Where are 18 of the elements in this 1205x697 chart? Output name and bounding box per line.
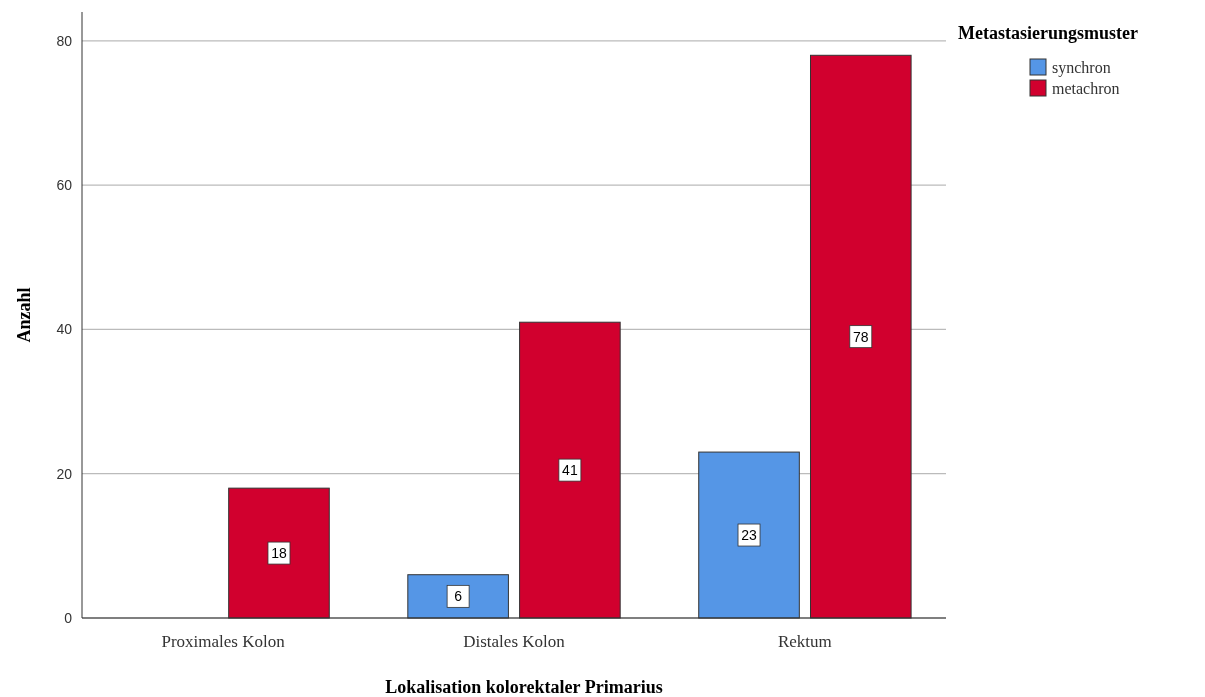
legend-label: synchron	[1052, 59, 1111, 77]
data-label: 18	[271, 545, 287, 562]
legend-title: Metastasierungsmuster	[958, 23, 1138, 43]
x-tick-label: Proximales Kolon	[161, 632, 286, 651]
data-label: 23	[741, 527, 758, 544]
y-tick-label: 20	[56, 465, 73, 482]
y-tick-label: 80	[56, 32, 73, 49]
data-label: 41	[562, 462, 578, 479]
y-axis-title: Anzahl	[14, 287, 34, 343]
y-tick-label: 0	[64, 610, 73, 626]
x-axis-title: Lokalisation kolorektaler Primarius	[385, 677, 663, 697]
data-label: 78	[853, 328, 869, 345]
y-tick-label: 60	[56, 177, 73, 194]
data-label: 6	[454, 588, 463, 605]
x-tick-label: Distales Kolon	[463, 632, 566, 651]
y-tick-label: 40	[56, 321, 73, 338]
x-tick-label: Rektum	[777, 632, 832, 651]
legend-label: metachron	[1052, 80, 1120, 97]
